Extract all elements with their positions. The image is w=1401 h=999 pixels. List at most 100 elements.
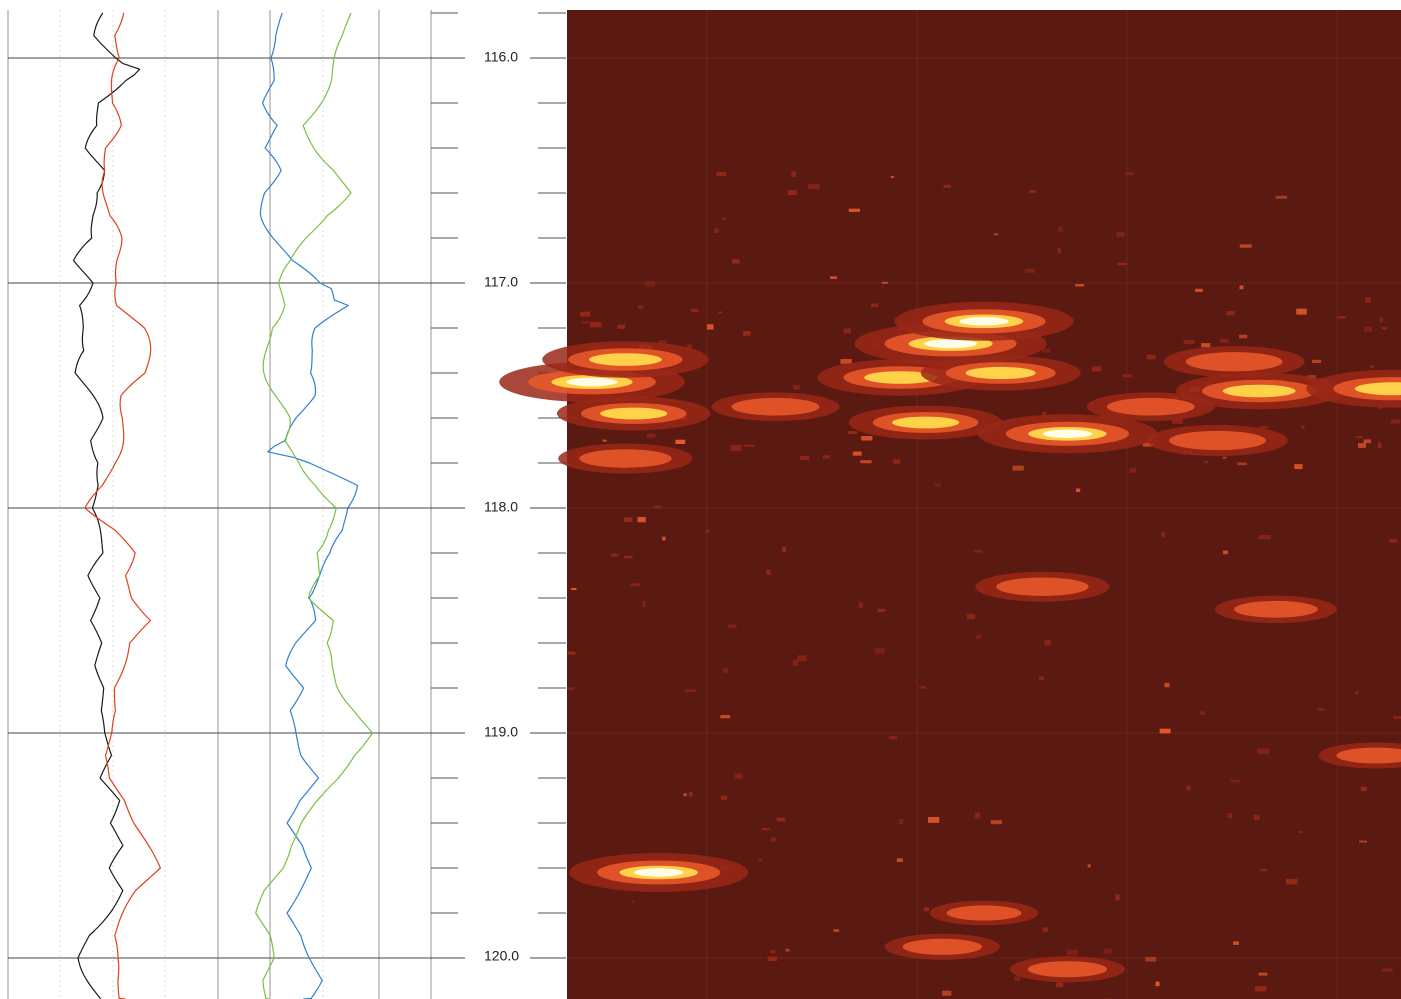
image-speckle [675, 439, 686, 444]
image-speckle [1122, 374, 1133, 378]
image-speckle [1239, 334, 1248, 339]
image-speckle [990, 820, 1002, 825]
image-speckle [721, 217, 726, 221]
image-speckle [716, 172, 727, 176]
image-speckle [848, 431, 858, 434]
image-speckle [1236, 462, 1247, 466]
image-speckle [582, 321, 595, 324]
image-speckle [782, 546, 786, 553]
image-speckle [721, 795, 728, 800]
image-speckle [1298, 831, 1303, 834]
image-speckle [589, 322, 602, 328]
image-speckle [1024, 268, 1035, 273]
image-speckle [1172, 419, 1183, 424]
image-speckle [720, 715, 731, 719]
image-blob-peak [1042, 429, 1092, 438]
image-speckle [1042, 927, 1049, 932]
image-speckle [1360, 787, 1367, 792]
image-speckle [657, 340, 667, 345]
image-speckle [758, 858, 762, 861]
image-speckle [1222, 550, 1228, 555]
image-speckle [732, 259, 740, 264]
image-speckle [1092, 366, 1101, 372]
image-speckle [1258, 972, 1268, 976]
image-speckle [799, 456, 810, 460]
image-speckle [683, 793, 687, 797]
image-speckle [1116, 231, 1125, 237]
image-blob [1106, 397, 1195, 416]
image-speckle [706, 324, 714, 330]
image-speckle [1336, 316, 1346, 319]
image-speckle [776, 817, 786, 822]
image-speckle [1057, 248, 1062, 254]
image-speckle [791, 171, 797, 177]
image-speckle [1359, 840, 1368, 843]
image-speckle [928, 817, 940, 823]
image-speckle [1389, 539, 1397, 543]
image-speckle [1146, 354, 1156, 360]
image-speckle [637, 517, 646, 523]
image-speckle [1117, 262, 1127, 266]
image-speckle [1254, 986, 1267, 992]
image-blob [1185, 352, 1283, 372]
image-blob-core [1222, 384, 1296, 398]
image-blob-core [864, 371, 937, 384]
log-track-grid [7, 10, 566, 999]
image-speckle [1239, 285, 1244, 290]
image-speckle [1390, 419, 1401, 424]
image-speckle [1378, 406, 1383, 410]
log-curves [72, 12, 374, 999]
image-speckle [654, 505, 661, 508]
image-speckle [1227, 813, 1233, 819]
image-speckle [840, 359, 852, 364]
image-speckle [1296, 308, 1307, 315]
image-speckle [1164, 682, 1170, 688]
image-speckle [852, 451, 862, 456]
image-speckle [797, 655, 807, 662]
image-speckle [580, 311, 591, 317]
image-speckle [1075, 284, 1085, 287]
image-speckle [1145, 956, 1157, 962]
image-speckle [571, 588, 577, 590]
image-blob-core [589, 353, 662, 366]
depth-tick-label: 118.0 [484, 499, 518, 515]
image-speckle [1103, 948, 1113, 954]
image-speckle [735, 773, 743, 779]
image-speckle [567, 651, 576, 655]
image-speckle [793, 384, 800, 390]
image-blob-peak [959, 317, 1009, 326]
image-speckle [1377, 442, 1382, 449]
image-speckle [919, 686, 927, 689]
image-speckle [785, 948, 790, 952]
image-speckle [714, 228, 719, 233]
image-speckle [1203, 460, 1208, 464]
image-speckle [705, 529, 710, 533]
image-speckle [684, 689, 696, 692]
image-speckle [743, 331, 751, 336]
depth-track: 116.0 117.0 118.0 119.0 120.0 [484, 49, 519, 964]
image-speckle [1041, 348, 1051, 353]
depth-tick-label: 119.0 [484, 724, 518, 740]
image-speckle [877, 608, 885, 612]
image-speckle [743, 444, 755, 448]
image-speckle [1301, 425, 1305, 429]
image-speckle [637, 305, 644, 309]
image-speckle [1260, 425, 1269, 429]
image-blob-peak [634, 868, 684, 877]
image-speckle [1317, 708, 1325, 711]
image-speckle [624, 517, 633, 522]
image-speckle [843, 328, 852, 334]
image-speckle [1199, 711, 1205, 715]
image-speckle [1125, 172, 1134, 175]
image-speckle [1356, 436, 1363, 439]
image-blob-peak [566, 377, 618, 387]
image-speckle [630, 583, 640, 586]
image-speckle [730, 445, 742, 451]
image-speckle [1087, 864, 1091, 868]
image-speckle [890, 176, 895, 179]
image-speckle [1230, 779, 1240, 783]
depth-tick-label: 116.0 [484, 49, 518, 65]
image-speckle [966, 613, 976, 620]
image-speckle [976, 634, 982, 639]
log-curve-series [84, 12, 161, 999]
